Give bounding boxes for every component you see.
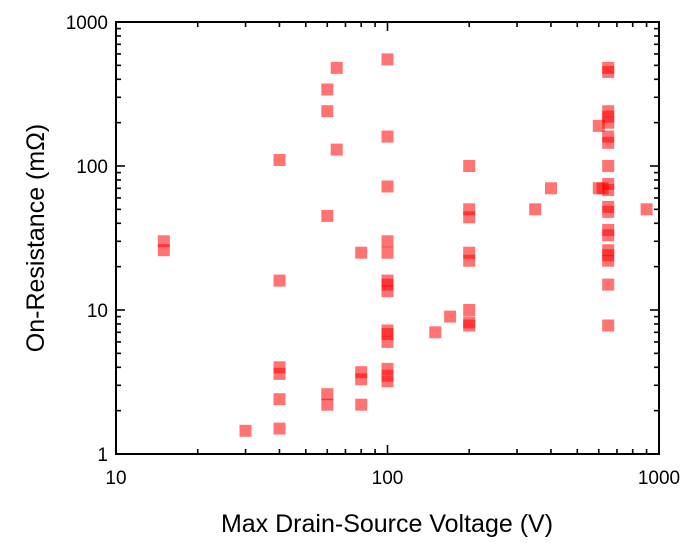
data-point	[602, 319, 615, 332]
data-point	[602, 205, 615, 218]
data-point	[157, 244, 170, 257]
y-axis-label: On-Resistance (mΩ)	[22, 124, 50, 352]
data-point	[602, 160, 615, 172]
y-tick-label: 1	[97, 445, 108, 466]
data-point	[429, 326, 442, 339]
x-tick-label: 100	[372, 468, 404, 489]
data-point	[545, 182, 557, 195]
x-axis-label: Max Drain-Source Voltage (V)	[221, 510, 553, 538]
data-point	[444, 310, 457, 323]
y-tick-label: 100	[76, 157, 108, 178]
data-point	[381, 180, 394, 193]
data-point	[321, 105, 334, 118]
data-point	[463, 319, 476, 332]
data-point	[321, 398, 334, 411]
data-point	[463, 304, 476, 316]
data-point	[239, 424, 252, 437]
data-point	[330, 61, 343, 74]
data-point	[273, 274, 286, 287]
data-point	[463, 160, 476, 172]
data-point	[381, 285, 394, 298]
data-point	[381, 375, 394, 388]
data-point	[592, 119, 605, 132]
data-point	[602, 278, 615, 291]
data-points	[157, 53, 653, 437]
data-point	[463, 211, 476, 224]
data-point	[602, 254, 615, 267]
x-tick-label: 1000	[638, 468, 680, 489]
data-point	[602, 116, 615, 129]
data-point	[602, 65, 615, 78]
data-point	[640, 203, 653, 216]
data-point	[381, 235, 394, 248]
data-point	[381, 53, 394, 66]
data-point	[381, 246, 394, 259]
data-point	[355, 398, 368, 411]
data-point	[355, 373, 368, 386]
data-point	[330, 143, 343, 156]
data-point	[602, 184, 615, 197]
data-point	[321, 209, 334, 222]
data-point	[273, 154, 286, 166]
data-point	[273, 393, 286, 406]
data-point	[321, 83, 334, 96]
y-tick-label: 10	[87, 301, 108, 322]
data-point	[381, 130, 394, 143]
data-point	[463, 254, 476, 267]
x-tick-label: 10	[105, 468, 126, 489]
y-tick-label: 1000	[66, 13, 108, 34]
data-point	[273, 367, 286, 380]
data-point	[602, 136, 615, 149]
data-point	[273, 422, 286, 435]
data-point	[602, 229, 615, 242]
data-point	[355, 246, 368, 259]
data-point	[529, 203, 542, 216]
data-point	[321, 388, 334, 401]
data-point	[381, 335, 394, 348]
